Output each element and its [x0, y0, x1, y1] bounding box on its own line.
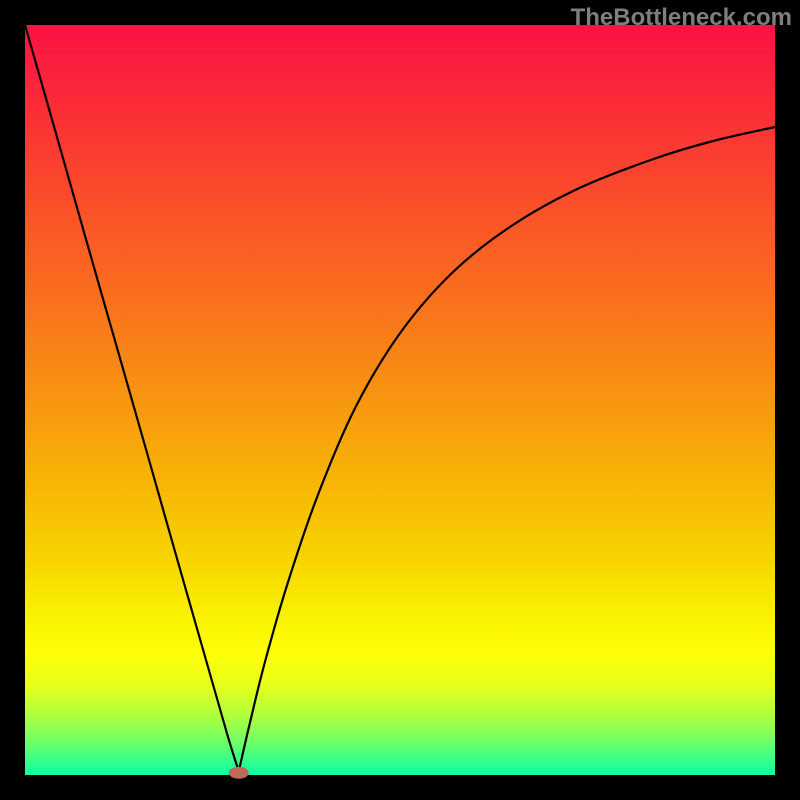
plot-background — [25, 25, 775, 775]
watermark-text: TheBottleneck.com — [571, 4, 792, 32]
minimum-marker — [229, 767, 249, 779]
bottleneck-chart — [0, 0, 800, 800]
